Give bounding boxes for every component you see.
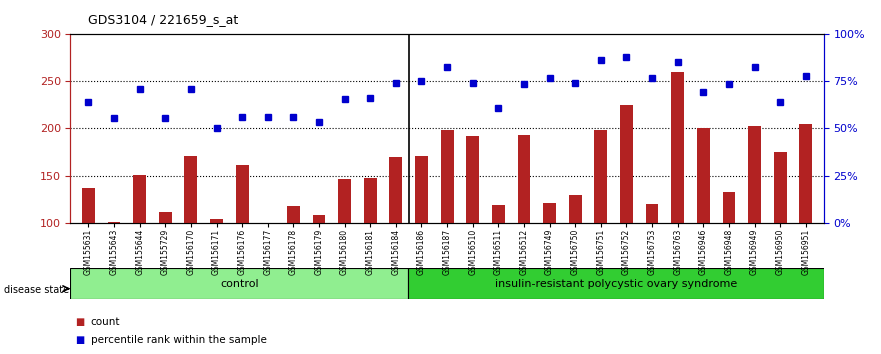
Bar [440, 130, 454, 223]
Text: count: count [91, 317, 120, 327]
Bar [774, 152, 787, 223]
Text: ■: ■ [75, 335, 84, 345]
Bar [722, 192, 736, 223]
Bar [159, 212, 172, 223]
Bar [287, 206, 300, 223]
Bar [338, 178, 351, 223]
Text: ■: ■ [75, 317, 84, 327]
Bar [389, 157, 403, 223]
Bar [492, 205, 505, 223]
Text: control: control [220, 279, 259, 289]
Text: GDS3104 / 221659_s_at: GDS3104 / 221659_s_at [88, 13, 239, 26]
Bar [313, 216, 325, 223]
Bar [569, 195, 581, 223]
Bar [748, 126, 761, 223]
Bar [184, 156, 197, 223]
Bar [544, 203, 556, 223]
Text: insulin-resistant polycystic ovary syndrome: insulin-resistant polycystic ovary syndr… [495, 279, 737, 289]
Bar [799, 124, 812, 223]
Bar [697, 128, 710, 223]
Bar [646, 204, 658, 223]
Bar [210, 219, 223, 223]
Bar [236, 165, 248, 223]
Bar [466, 136, 479, 223]
Bar [517, 135, 530, 223]
Bar [415, 156, 428, 223]
Bar [70, 268, 408, 299]
Bar [595, 130, 607, 223]
Text: percentile rank within the sample: percentile rank within the sample [91, 335, 267, 345]
Bar [82, 188, 95, 223]
Bar [107, 222, 121, 223]
Text: disease state: disease state [4, 285, 70, 295]
Bar [620, 105, 633, 223]
Bar [408, 268, 824, 299]
Bar [364, 178, 377, 223]
Bar [671, 73, 685, 223]
Bar [133, 175, 146, 223]
